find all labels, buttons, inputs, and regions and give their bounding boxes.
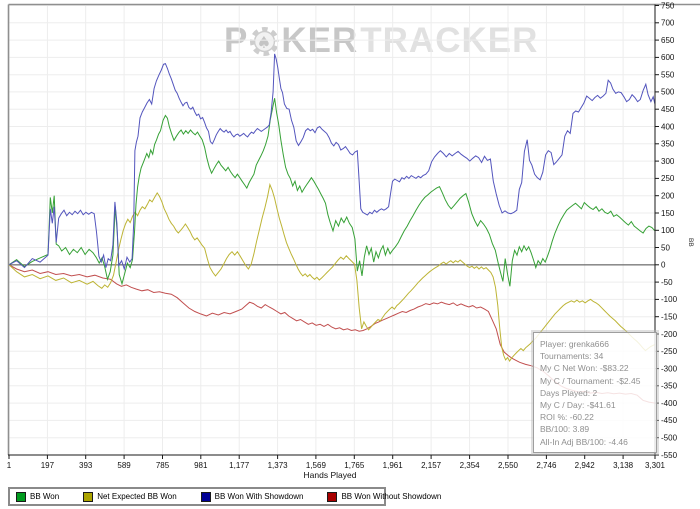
y-tick-label: -500 [661,434,678,443]
x-tick-label: 1 [7,461,12,470]
y-tick-label: 500 [661,88,675,97]
x-axis-title: Hands Played [303,470,357,480]
legend-swatch [16,491,26,502]
x-tick-label: 197 [41,461,55,470]
legend-label: BB Won With Showdown [214,492,304,501]
legend-item: BB Won [16,491,60,502]
y-tick-label: 200 [661,192,675,201]
tooltip-stat-line: My C Net Won: -$83.22 [540,363,629,374]
y-tick-label: 300 [661,157,675,166]
legend-swatch [200,491,211,502]
y-tick-label: -400 [661,399,678,408]
y-tick-label: 350 [661,140,675,149]
x-tick-label: 1,961 [383,461,404,470]
y-tick-label: 100 [661,226,675,235]
tooltip-stat-line: BB/100: 3.89 [540,424,590,435]
y-tick-label: 0 [661,261,666,270]
tooltip-stat-line: Days Played: 2 [540,387,598,398]
hover-stats-tooltip: Player: grenka666 Tournaments: 34 My C Net… [533,332,657,453]
x-tick-label: 2,354 [460,461,481,470]
y-tick-label: -100 [661,295,678,304]
y-tick-label: -350 [661,382,678,391]
x-tick-label: 589 [117,461,131,470]
legend-label: Net Expected BB Won [97,492,177,501]
legend: BB Won Net Expected BB Won BB Won With Sho… [8,487,441,506]
y-axis-title: BB [687,238,694,247]
svg-text:♠: ♠ [257,32,273,51]
legend-label: BB Won Without Showdown [341,492,442,501]
series-line-net-expected-bb-won [8,182,656,362]
x-tick-label: 2,157 [421,461,442,470]
series-line-bb-won-without-showdown [8,264,656,404]
legend-swatch [327,491,338,502]
x-tick-label: 3,138 [613,461,634,470]
x-tick-label: 1,177 [229,461,250,470]
legend-label: BB Won [30,492,60,501]
x-tick-label: 785 [156,461,170,470]
y-tick-label: 50 [661,243,670,252]
tooltip-stat-line: My C / Tournament: -$2.45 [540,375,641,386]
y-tick-label: -50 [661,278,673,287]
x-tick-label: 3,301 [645,461,666,470]
y-tick-label: 750 [661,1,675,10]
x-tick-label: 2,746 [536,461,557,470]
tooltip-stat-line: All-In Adj BB/100: -4.46 [540,436,628,447]
y-tick-label: 600 [661,53,675,62]
tooltip-stat-line: Tournaments: 34 [540,351,604,362]
y-tick-label: 250 [661,174,675,183]
y-tick-label: -150 [661,313,678,322]
graph-plot[interactable]: 1 197 393 589 785 981 1,177 1,373 1,569 1,765 1,96… [0,0,700,485]
y-tick-label: 700 [661,19,675,28]
x-tick-label: 2,942 [575,461,596,470]
tooltip-stat-line: ROI %: -60.22 [540,412,594,423]
x-tick-label: 2,550 [498,461,519,470]
y-tick-label: -550 [661,451,678,460]
y-tick-label: 450 [661,105,675,114]
tooltip-stat-line: My C / Day: -$41.61 [540,400,616,411]
y-tick-label: 400 [661,122,675,131]
y-tick-label: 550 [661,71,675,80]
y-tick-label: -300 [661,364,678,373]
x-tick-label: 1,765 [344,461,365,470]
x-tick-label: 981 [194,461,208,470]
legend-item: BB Won With Showdown [200,491,304,502]
legend-swatch [83,491,94,502]
y-tick-label: 150 [661,209,675,218]
series-line-bb-won-with-showdown [8,53,656,271]
y-tick-label: 650 [661,36,675,45]
legend-item: Net Expected BB Won [83,491,177,502]
legend-item: BB Won Without Showdown [327,491,442,502]
y-tick-label: -200 [661,330,678,339]
x-tick-label: 1,569 [306,461,327,470]
y-tick-label: -450 [661,416,678,425]
x-tick-label: 1,373 [268,461,289,470]
tooltip-stat-line: Player: grenka666 [540,339,609,349]
x-tick-label: 393 [79,461,93,470]
y-tick-label: -250 [661,347,678,356]
series-line-bb-won [8,98,656,287]
